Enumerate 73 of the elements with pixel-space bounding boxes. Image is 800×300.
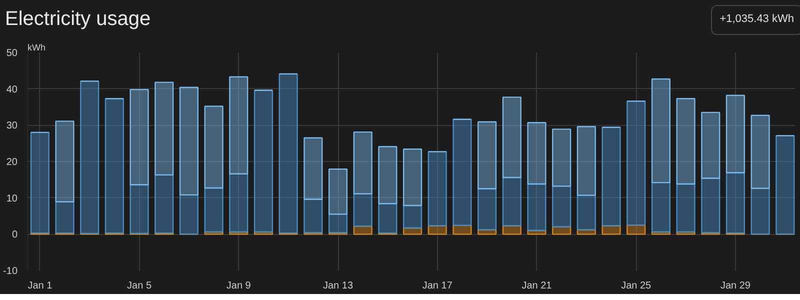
bar <box>602 126 621 226</box>
y-tick-label: 10 <box>6 193 18 204</box>
y-tick-label: 30 <box>6 120 18 132</box>
bar <box>154 82 174 176</box>
bar <box>478 188 497 230</box>
bar <box>428 151 447 226</box>
bar <box>204 106 224 189</box>
bar <box>527 122 546 185</box>
bar <box>676 98 696 185</box>
bar <box>154 174 174 234</box>
bar <box>576 126 596 196</box>
bar <box>104 98 124 234</box>
bar <box>651 182 670 233</box>
bar <box>602 225 621 235</box>
bar <box>701 112 720 179</box>
bar <box>353 131 372 194</box>
bar <box>502 96 522 178</box>
bar <box>229 173 248 233</box>
bar <box>626 100 646 226</box>
x-tick-label: Jan 5 <box>127 280 152 292</box>
bar <box>527 183 546 232</box>
bar <box>552 186 572 228</box>
bar <box>378 203 398 234</box>
text: +1,035.43 kWh <box>710 5 800 35</box>
bar <box>576 194 596 230</box>
y-tick-label: 50 <box>6 48 18 59</box>
bar <box>80 80 100 234</box>
bar <box>130 184 149 234</box>
bar <box>179 194 199 235</box>
bar <box>254 90 274 233</box>
x-tick-label: Jan 29 <box>720 280 751 292</box>
bar <box>179 86 199 196</box>
bar <box>328 214 348 234</box>
bar <box>651 78 670 184</box>
bar <box>750 188 770 235</box>
bar <box>130 88 149 186</box>
bar <box>452 224 472 235</box>
bar <box>378 146 398 204</box>
y-axis-title: kWh <box>28 42 46 52</box>
chart-title: Electricity usage <box>5 7 151 32</box>
bar <box>402 204 422 229</box>
y-tick-label: 20 <box>6 157 18 168</box>
bar <box>776 135 795 235</box>
bar <box>726 172 746 234</box>
x-tick-label: Jan 1 <box>28 280 53 292</box>
x-tick-label: Jan 13 <box>323 280 354 292</box>
x-tick-label: Jan 17 <box>422 280 453 292</box>
bar <box>726 94 746 174</box>
bar <box>353 193 372 227</box>
bar <box>552 128 572 187</box>
bar <box>478 121 497 190</box>
bar <box>304 198 323 234</box>
bar <box>626 224 646 235</box>
bar <box>328 168 348 215</box>
bar <box>30 132 50 234</box>
bar <box>204 187 224 233</box>
bar <box>55 201 74 234</box>
x-tick-label: Jan 9 <box>226 280 252 292</box>
y-tick-label: -10 <box>3 266 18 277</box>
bar <box>304 137 323 200</box>
bar <box>278 73 298 234</box>
x-tick-label: Jan 25 <box>621 280 652 292</box>
bar <box>676 183 696 233</box>
bar <box>402 148 422 206</box>
x-tick-label: Jan 21 <box>522 280 552 292</box>
bar <box>502 176 522 226</box>
bar <box>229 76 248 174</box>
y-tick-label: 40 <box>6 84 18 96</box>
bar <box>55 120 74 202</box>
y-tick-label: 0 <box>12 230 18 241</box>
bar <box>452 118 472 226</box>
bar <box>701 178 720 234</box>
bar <box>750 114 770 189</box>
